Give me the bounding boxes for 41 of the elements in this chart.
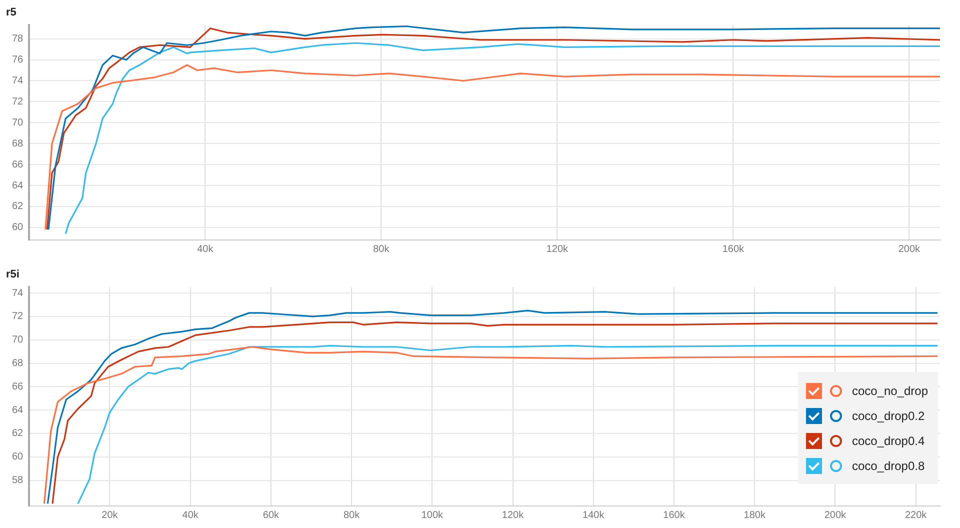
y-tick-label: 62	[12, 428, 24, 440]
x-tick-label: 100k	[421, 510, 444, 521]
y-tick-label: 60	[12, 452, 24, 463]
y-tick-label: 74	[12, 75, 24, 86]
y-tick-label: 58	[12, 475, 24, 486]
x-tick-label: 220k	[904, 510, 928, 521]
legend-label: coco_no_drop	[852, 384, 928, 398]
y-tick-label: 72	[12, 311, 24, 322]
x-tick-label: 40k	[197, 244, 214, 255]
x-tick-label: 80k	[373, 244, 390, 255]
x-tick-label: 200k	[824, 510, 848, 521]
legend-label: coco_drop0.8	[852, 458, 925, 472]
y-tick-label: 68	[12, 358, 24, 370]
x-tick-label: 140k	[582, 510, 606, 521]
y-tick-label: 76	[12, 54, 24, 66]
x-tick-label: 200k	[898, 244, 922, 255]
legend-label: coco_drop0.2	[852, 408, 925, 422]
y-tick-label: 70	[12, 117, 24, 128]
chart-title: r5	[6, 6, 16, 19]
x-tick-label: 160k	[722, 244, 746, 255]
y-tick-label: 74	[12, 288, 24, 299]
y-tick-label: 64	[12, 404, 24, 416]
legend-label: coco_drop0.4	[852, 434, 925, 448]
y-tick-label: 72	[12, 96, 24, 108]
x-tick-label: 40k	[182, 510, 200, 521]
x-tick-label: 180k	[744, 510, 766, 521]
y-tick-label: 70	[12, 334, 24, 346]
x-tick-label: 80k	[343, 510, 361, 521]
y-tick-label: 60	[12, 222, 24, 234]
x-tick-label: 20k	[102, 510, 119, 521]
y-tick-label: 78	[12, 34, 24, 45]
x-tick-label: 120k	[502, 510, 525, 521]
y-tick-label: 62	[12, 201, 24, 212]
y-tick-label: 66	[12, 159, 24, 170]
y-tick-label: 66	[12, 381, 24, 392]
x-tick-label: 60k	[262, 510, 280, 521]
y-tick-label: 64	[12, 180, 24, 192]
y-tick-label: 68	[12, 138, 24, 150]
x-tick-label: 160k	[663, 510, 686, 521]
x-tick-label: 120k	[546, 244, 570, 255]
chart-title: r5i	[6, 268, 20, 281]
